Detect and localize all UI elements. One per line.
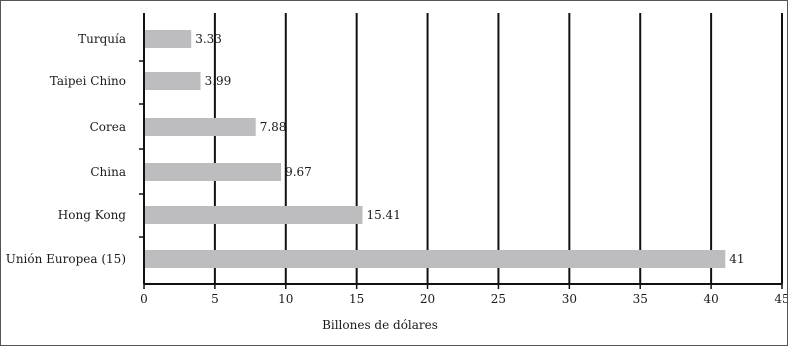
x-tick-label: 30 [562, 292, 577, 306]
bar-value-label: 3.33 [195, 32, 222, 46]
category-label: China [90, 165, 126, 179]
x-tick-label: 45 [774, 292, 787, 306]
bar [145, 72, 201, 90]
x-tick-label: 0 [140, 292, 148, 306]
axes [139, 13, 783, 289]
x-tick-label: 35 [633, 292, 648, 306]
bar-value-label: 7.88 [260, 120, 287, 134]
x-tick-label: 10 [278, 292, 293, 306]
bar [145, 250, 726, 268]
gridlines [213, 13, 783, 284]
category-label: Taipei Chino [50, 74, 126, 88]
bars: 3.33 3.99 7.88 9.67 15.41 41 [145, 30, 745, 268]
bar-value-label: 9.67 [285, 165, 312, 179]
bar [145, 30, 192, 48]
x-tick-label: 15 [349, 292, 364, 306]
bar [145, 163, 282, 181]
category-label: Turquía [78, 32, 126, 46]
x-tick-label: 5 [211, 292, 219, 306]
bar [145, 118, 256, 136]
bar-value-label: 41 [729, 252, 744, 266]
tick-labels: 0 5 10 15 20 25 30 35 40 45 [140, 292, 787, 306]
category-label: Hong Kong [58, 208, 127, 222]
category-label: Unión Europea (15) [6, 252, 126, 266]
x-axis-title: Billones de dólares [322, 318, 438, 332]
category-label: Corea [90, 120, 126, 134]
bar [145, 206, 363, 224]
x-tick-label: 20 [420, 292, 435, 306]
x-tick-label: 25 [491, 292, 506, 306]
category-labels: Turquía Taipei Chino Corea China Hong Kong Un… [6, 32, 127, 266]
bar-value-label: 3.99 [205, 74, 232, 88]
bar-value-label: 15.41 [366, 208, 400, 222]
x-tick-label: 40 [703, 292, 718, 306]
